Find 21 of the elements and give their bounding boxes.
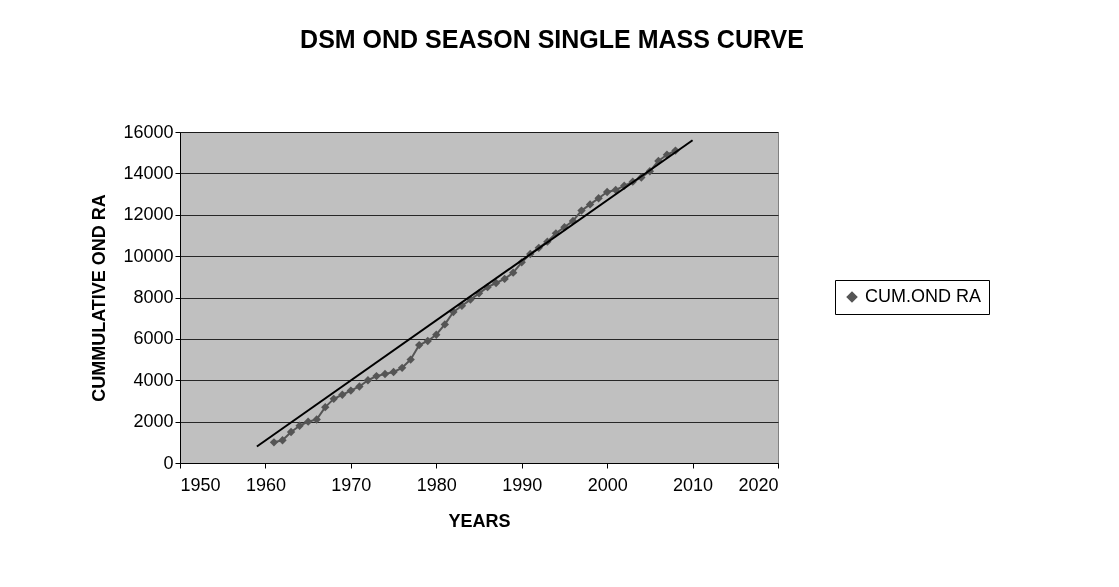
legend-label: CUM.OND RA <box>865 286 981 306</box>
y-tick-label: 16000 <box>123 121 174 142</box>
y-tick-label: 4000 <box>133 369 174 390</box>
y-tick-label: 14000 <box>123 162 174 183</box>
y-tick-label: 6000 <box>133 328 174 349</box>
chart-title: DSM OND SEASON SINGLE MASS CURVE <box>300 25 804 53</box>
x-axis-title: YEARS <box>448 510 511 531</box>
x-tick-label: 2020 <box>738 474 779 495</box>
x-tick-label: 1970 <box>331 474 372 495</box>
x-tick-label: 1950 <box>180 474 221 495</box>
y-tick-label: 8000 <box>133 287 174 307</box>
y-tick-label: 10000 <box>123 245 174 266</box>
x-tick-label: 1980 <box>416 474 457 495</box>
x-tick-label: 2010 <box>673 474 714 495</box>
x-tick-label: 1960 <box>245 474 286 495</box>
y-tick-label: 0 <box>163 452 174 473</box>
y-axis-title: CUMMULATIVE OND RA <box>89 194 110 402</box>
y-tick-label: 12000 <box>123 204 174 225</box>
x-tick-label: 2000 <box>587 474 628 495</box>
y-tick-label: 2000 <box>133 411 174 432</box>
x-tick-label: 1990 <box>502 474 543 495</box>
